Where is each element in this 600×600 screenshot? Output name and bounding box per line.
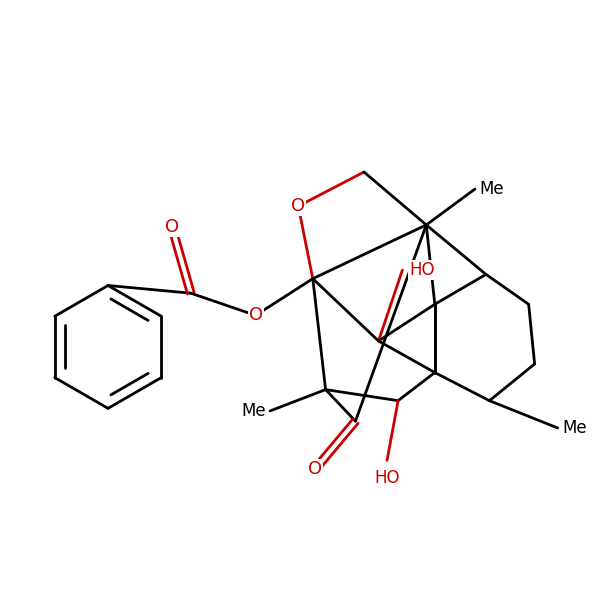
Text: O: O — [248, 307, 263, 325]
Text: HO: HO — [409, 261, 435, 279]
Text: O: O — [308, 460, 322, 478]
Text: O: O — [165, 218, 179, 236]
Text: Me: Me — [562, 419, 587, 437]
Text: Me: Me — [241, 402, 266, 420]
Text: HO: HO — [374, 469, 400, 487]
Text: Me: Me — [479, 180, 504, 198]
Text: O: O — [291, 197, 305, 215]
